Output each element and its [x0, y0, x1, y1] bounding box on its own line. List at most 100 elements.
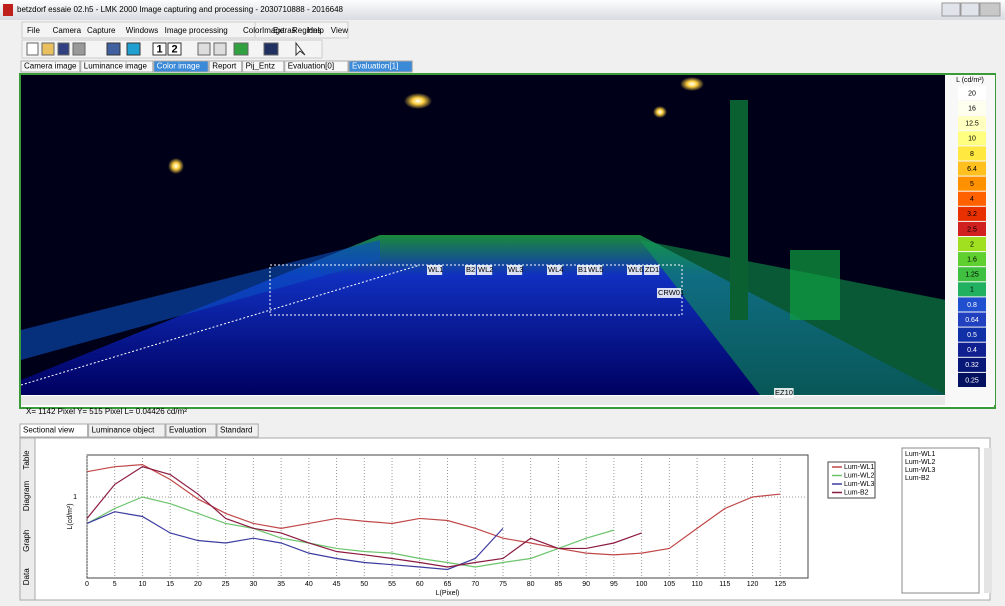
scale-label: 3.2 [967, 211, 977, 218]
lamp [168, 158, 184, 174]
image-tab[interactable] [80, 60, 154, 73]
region-label[interactable]: WL4 [548, 265, 563, 274]
lamp [653, 106, 667, 118]
series-list-item[interactable]: Lum-WL2 [905, 459, 935, 466]
h-scrollbar[interactable] [21, 396, 946, 405]
image-tab[interactable] [153, 60, 209, 73]
maximize-button[interactable] [960, 2, 980, 17]
luminance-image [20, 75, 946, 405]
image-icon[interactable] [126, 42, 141, 56]
image-tab[interactable] [284, 60, 349, 73]
region-label[interactable]: EZ10 [775, 388, 793, 397]
x-tick-label: 95 [610, 581, 618, 588]
menu-item[interactable]: Camera [53, 26, 82, 35]
scale-label: 1.25 [965, 272, 979, 279]
bottom-tab[interactable] [88, 423, 166, 438]
image-tab[interactable] [20, 60, 81, 73]
series-line [86, 511, 504, 571]
zoom-in-icon[interactable] [197, 42, 211, 56]
image-tab[interactable] [242, 60, 285, 73]
y-axis-label: L(cd/m²) [67, 503, 74, 529]
menu-item[interactable]: Help [307, 26, 324, 35]
bottom-tab[interactable] [165, 423, 217, 438]
image-tab-label[interactable]: Report [212, 62, 237, 71]
bottom-tab[interactable] [216, 423, 259, 438]
series-list-item[interactable]: Lum-WL3 [905, 467, 935, 474]
region-label[interactable]: WL2 [478, 265, 493, 274]
scale-label: 12.5 [965, 121, 979, 128]
toolbar-button[interactable] [152, 42, 167, 56]
open-icon[interactable] [41, 42, 55, 56]
side-tab-label[interactable]: Table [22, 450, 31, 470]
save-icon[interactable] [57, 42, 70, 56]
region-label[interactable]: WL3 [508, 265, 523, 274]
color-icon[interactable] [233, 42, 249, 56]
menu-item[interactable]: Color [243, 26, 262, 35]
image-tab-label[interactable]: Pij_Entz [246, 62, 275, 71]
region-label-bg [547, 265, 563, 275]
title-bar [0, 0, 1005, 20]
minimize-button[interactable] [941, 2, 961, 17]
legend-label: Lum-WL2 [844, 472, 874, 479]
bottom-tab-label[interactable]: Sectional view [23, 426, 74, 435]
image-tab[interactable] [348, 60, 413, 73]
x-tick-label: 35 [277, 581, 285, 588]
menu-item[interactable]: File [27, 26, 40, 35]
series-list-item[interactable]: Lum-B2 [905, 475, 930, 482]
region-label-bg [657, 288, 681, 298]
scale-cell [958, 282, 986, 297]
region-label[interactable]: B2 [466, 265, 475, 274]
side-tab-label[interactable]: Graph [22, 530, 31, 552]
x-tick-label: 125 [774, 581, 786, 588]
toolbar-button-label[interactable]: 2 [171, 43, 177, 55]
region-label[interactable]: WL6 [628, 265, 643, 274]
menu-item[interactable]: Regions [292, 26, 321, 35]
image-tab-label[interactable]: Color image [157, 62, 201, 71]
region-label[interactable]: CRW01 [658, 288, 684, 297]
zoom-out-icon[interactable] [213, 42, 227, 56]
menu-item[interactable]: Image processing [165, 26, 228, 35]
region-label[interactable]: WL5 [588, 265, 603, 274]
bottom-tab-label[interactable]: Luminance object [92, 426, 155, 435]
window-icon[interactable] [106, 42, 121, 56]
v-scrollbar[interactable] [984, 448, 992, 593]
scale-title: L (cd/m²) [956, 77, 984, 84]
scale-label: 1.6 [967, 256, 977, 263]
region-label[interactable]: B1 [578, 265, 587, 274]
pointer-icon[interactable] [295, 41, 306, 57]
toolbar-button-label[interactable]: 1 [156, 43, 162, 55]
side-tab-label[interactable]: Diagram [22, 481, 31, 512]
menu-item[interactable]: Image [262, 26, 285, 35]
side-tab-label[interactable]: Data [22, 568, 31, 585]
x-tick-label: 60 [416, 581, 424, 588]
menu-item[interactable]: Windows [126, 26, 158, 35]
series-list-item[interactable]: Lum-WL1 [905, 451, 935, 458]
series-list[interactable] [901, 447, 980, 594]
palette-icon[interactable] [263, 42, 279, 56]
image-tab-label[interactable]: Evaluation[1] [352, 62, 398, 71]
scale-label: 0.25 [965, 377, 979, 384]
image-tab-label[interactable]: Luminance image [84, 62, 148, 71]
close-button[interactable] [979, 2, 1001, 17]
image-tab-label[interactable]: Camera image [24, 62, 77, 71]
new-icon[interactable] [26, 42, 39, 56]
scale-label: 0.8 [967, 302, 977, 309]
menu-item[interactable]: Extras [273, 26, 296, 35]
bottom-tab[interactable] [19, 423, 89, 438]
region-label[interactable]: ZD1 [645, 265, 659, 274]
lamp [404, 93, 432, 109]
print-icon[interactable] [72, 42, 86, 56]
bottom-tab-label[interactable]: Evaluation [169, 426, 206, 435]
scale-label: 0.4 [967, 347, 977, 354]
bottom-tab-label[interactable]: Standard [220, 426, 252, 435]
region-label[interactable]: WL1 [428, 265, 443, 274]
region-label-bg [465, 265, 476, 275]
menu-item[interactable]: Capture [87, 26, 116, 35]
scale-label: 1 [970, 287, 974, 294]
x-tick-label: 20 [194, 581, 202, 588]
image-tab[interactable] [208, 60, 243, 73]
image-tab-label[interactable]: Evaluation[0] [288, 62, 334, 71]
toolbar-button[interactable] [167, 42, 182, 56]
menu-item[interactable]: View [331, 26, 348, 35]
evaluation-region[interactable] [269, 264, 683, 316]
